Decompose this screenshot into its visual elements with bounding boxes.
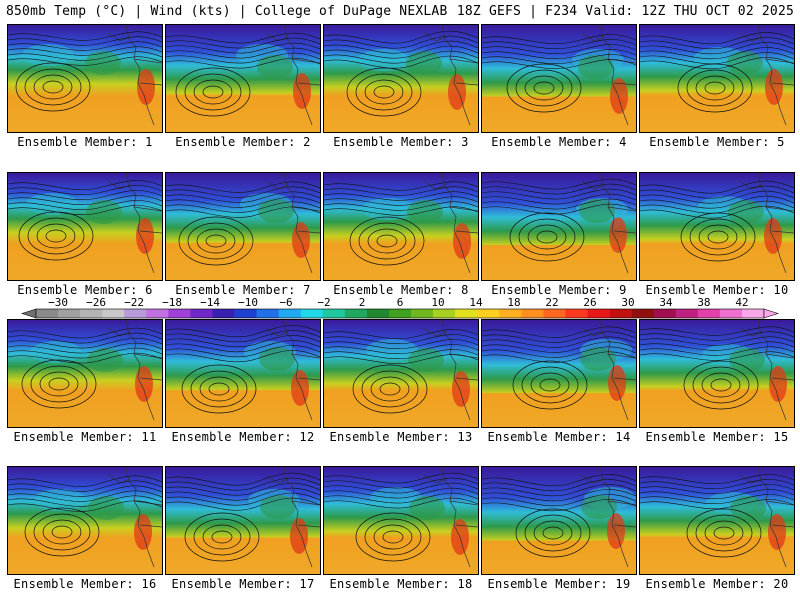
colorbar-segment	[279, 309, 301, 318]
ensemble-map-panel	[481, 319, 637, 428]
colorbar-segment	[676, 309, 698, 318]
ensemble-map-panel	[639, 172, 795, 281]
ensemble-map-panel	[7, 24, 163, 133]
colorbar-segment	[742, 309, 764, 318]
colorbar-segment	[720, 309, 742, 318]
ensemble-map-panel	[165, 172, 321, 281]
ensemble-map-panel	[165, 24, 321, 133]
colorbar-segment	[521, 309, 543, 318]
ensemble-map-panel	[323, 466, 479, 575]
colorbar-tick-label: 14	[469, 296, 483, 309]
colorbar-segment	[543, 309, 565, 318]
ensemble-member-label: Ensemble Member: 20	[638, 577, 796, 591]
colorbar-segment	[212, 309, 234, 318]
ensemble-map-panel	[165, 466, 321, 575]
colorbar-tick-label: 42	[735, 296, 748, 309]
colorbar-segment	[389, 309, 411, 318]
colorbar-tick-label: 18	[507, 296, 520, 309]
colorbar-segment	[654, 309, 676, 318]
ensemble-member-label: Ensemble Member: 5	[638, 135, 796, 149]
ensemble-map-panel	[165, 319, 321, 428]
ensemble-map-panel	[481, 466, 637, 575]
colorbar-segment	[698, 309, 720, 318]
colorbar-tick-label: −18	[162, 296, 182, 309]
colorbar-segment	[146, 309, 168, 318]
ensemble-member-label: Ensemble Member: 15	[638, 430, 796, 444]
ensemble-member-label: Ensemble Member: 1	[6, 135, 164, 149]
colorbar-segment	[345, 309, 367, 318]
ensemble-member-label: Ensemble Member: 11	[6, 430, 164, 444]
ensemble-member-label: Ensemble Member: 18	[322, 577, 480, 591]
ensemble-member-label: Ensemble Member: 13	[322, 430, 480, 444]
colorbar-tick-label: −30	[48, 296, 68, 309]
ensemble-member-label: Ensemble Member: 16	[6, 577, 164, 591]
ensemble-map-panel	[323, 172, 479, 281]
colorbar-segment	[455, 309, 477, 318]
colorbar-segment	[367, 309, 389, 318]
colorbar-segment	[588, 309, 610, 318]
ensemble-member-label: Ensemble Member: 4	[480, 135, 638, 149]
colorbar-tick-label: −22	[124, 296, 144, 309]
colorbar-segment	[168, 309, 190, 318]
colorbar-segment	[477, 309, 499, 318]
colorbar-left-arrow	[22, 309, 36, 318]
colorbar-segment	[235, 309, 257, 318]
colorbar-tick-label: −2	[317, 296, 330, 309]
ensemble-map-panel	[323, 319, 479, 428]
colorbar-tick-label: −10	[238, 296, 258, 309]
ensemble-member-label: Ensemble Member: 12	[164, 430, 322, 444]
colorbar-tick-label: −26	[86, 296, 106, 309]
colorbar-segment	[610, 309, 632, 318]
header-title: 850mb Temp (°C) | Wind (kts) | College o…	[6, 4, 447, 19]
ensemble-map-panel	[7, 466, 163, 575]
ensemble-member-label: Ensemble Member: 19	[480, 577, 638, 591]
colorbar-segment	[102, 309, 124, 318]
colorbar-tick-label: −6	[279, 296, 292, 309]
colorbar-tick-label: 2	[359, 296, 366, 309]
colorbar-tick-label: 34	[659, 296, 673, 309]
colorbar-segment	[565, 309, 587, 318]
ensemble-map-panel	[639, 24, 795, 133]
ensemble-map-panel	[481, 24, 637, 133]
colorbar-right-arrow	[764, 309, 778, 318]
ensemble-member-label: Ensemble Member: 2	[164, 135, 322, 149]
colorbar-segment	[124, 309, 146, 318]
ensemble-map-panel	[7, 172, 163, 281]
colorbar-segment	[499, 309, 521, 318]
colorbar-tick-label: 10	[431, 296, 444, 309]
colorbar: −30 −26 −22 −18 −14 −10 −6 −2 2 6 10 14 18 22 26 30 34 38…	[0, 294, 800, 322]
colorbar-segment	[36, 309, 58, 318]
colorbar-tick-label: −14	[200, 296, 220, 309]
colorbar-segment	[80, 309, 102, 318]
colorbar-segment	[58, 309, 80, 318]
ensemble-map-panel	[323, 24, 479, 133]
colorbar-tick-label: 38	[697, 296, 710, 309]
colorbar-segment	[190, 309, 212, 318]
ensemble-member-label: Ensemble Member: 3	[322, 135, 480, 149]
ensemble-member-label: Ensemble Member: 17	[164, 577, 322, 591]
colorbar-tick-label: 26	[583, 296, 596, 309]
header-run-info: 18Z GEFS | F234 Valid: 12Z THU OCT 02 20…	[457, 4, 794, 19]
ensemble-map-panel	[7, 319, 163, 428]
colorbar-tick-label: 6	[397, 296, 404, 309]
ensemble-map-panel	[639, 466, 795, 575]
colorbar-segment	[257, 309, 279, 318]
ensemble-member-label: Ensemble Member: 14	[480, 430, 638, 444]
colorbar-segment	[632, 309, 654, 318]
ensemble-map-panel	[481, 172, 637, 281]
ensemble-map-panel	[639, 319, 795, 428]
colorbar-segment	[411, 309, 433, 318]
colorbar-segment	[433, 309, 455, 318]
colorbar-segment	[323, 309, 345, 318]
colorbar-tick-label: 22	[545, 296, 558, 309]
colorbar-tick-label: 30	[621, 296, 634, 309]
colorbar-segment	[301, 309, 323, 318]
